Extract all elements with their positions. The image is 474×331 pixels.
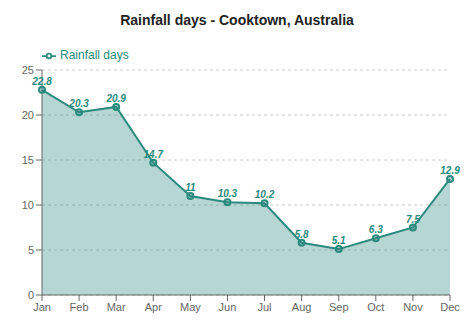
svg-text:20.3: 20.3 [68,98,89,109]
svg-text:Nov: Nov [403,301,423,313]
svg-text:25: 25 [22,64,34,76]
svg-text:12.9: 12.9 [440,165,460,176]
svg-text:6.3: 6.3 [369,224,383,235]
svg-text:7.5: 7.5 [406,214,420,225]
svg-text:20: 20 [22,109,34,121]
svg-text:Apr: Apr [145,301,162,313]
svg-text:20.9: 20.9 [105,93,126,104]
svg-text:5: 5 [28,244,34,256]
html-text:Rainfall days - Cooktown, Aust: Rainfall days - Cooktown, Australia [120,12,354,28]
svg-text:10: 10 [22,199,34,211]
svg-text:Aug: Aug [292,301,312,313]
svg-text:Feb: Feb [70,301,89,313]
svg-text:11: 11 [185,182,196,193]
svg-text:22.8: 22.8 [31,76,52,87]
svg-text:Jan: Jan [33,301,51,313]
svg-text:5.8: 5.8 [295,229,309,240]
svg-text:15: 15 [22,154,34,166]
svg-text:10.2: 10.2 [255,189,275,200]
svg-text:Sep: Sep [329,301,349,313]
svg-text:0: 0 [28,289,34,301]
svg-text:Jun: Jun [219,301,237,313]
svg-text:10.3: 10.3 [218,188,238,199]
svg-text:Mar: Mar [107,301,126,313]
svg-text:May: May [180,301,201,313]
html-text:Rainfall days: Rainfall days [60,48,129,62]
svg-text:Oct: Oct [367,301,384,313]
svg-text:Dec: Dec [440,301,460,313]
svg-text:14.7: 14.7 [144,149,164,160]
svg-text:5.1: 5.1 [332,235,346,246]
svg-text:Jul: Jul [258,301,272,313]
